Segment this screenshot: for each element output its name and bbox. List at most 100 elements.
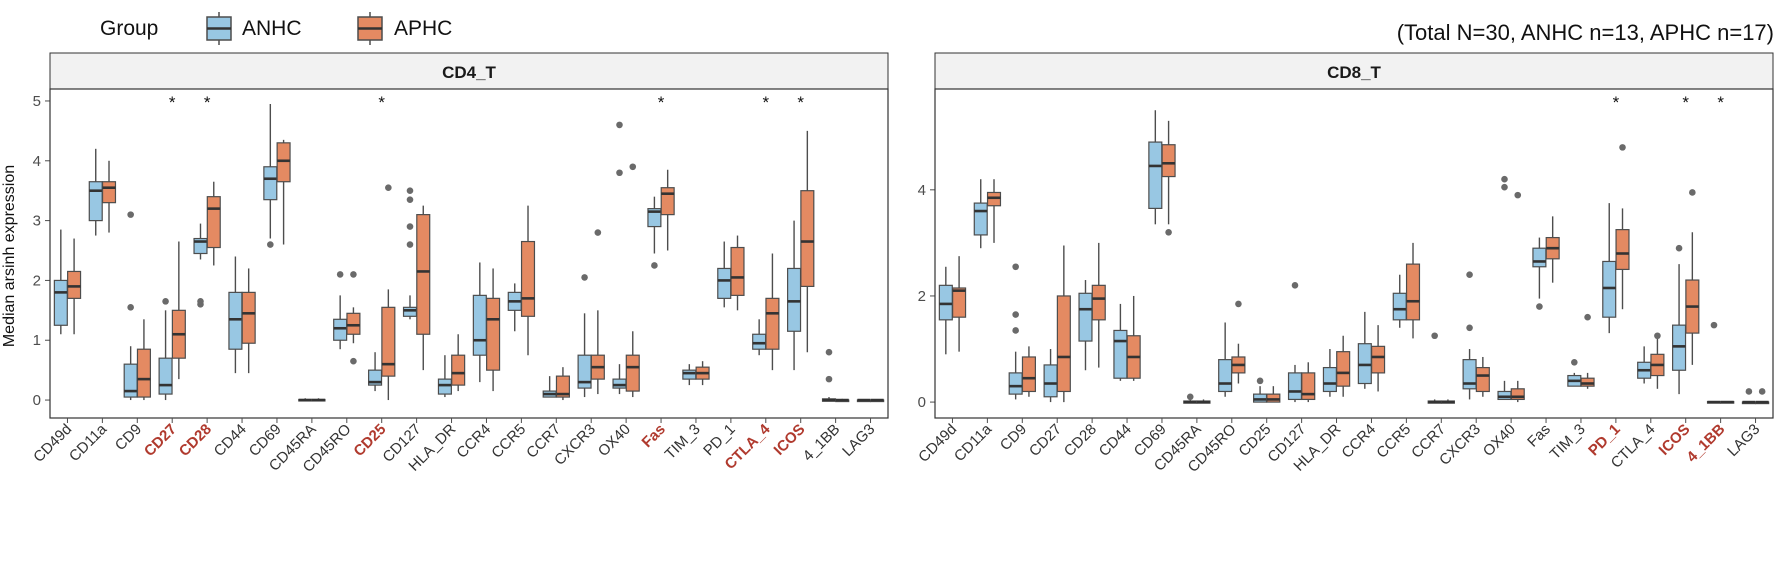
panel-cd8-t-box-ctla-4-aphc [1650,332,1665,389]
panel-cd8-t-box-fas-aphc [1545,216,1560,283]
iqr-box [241,291,256,344]
panel-cd8-t-category-label-cd44: CD44 [1096,421,1135,460]
panel-cd4-t-box-ccr4-aphc [486,268,501,392]
panel-cd4-t-category-label-ccr5: CCR5 [488,421,529,462]
outlier-point [1571,358,1578,366]
iqr-box [1008,372,1023,395]
iqr-box [333,318,348,341]
iqr-box [612,378,627,389]
iqr-box [158,357,173,395]
iqr-box [136,348,151,398]
panel-cd8-t-box-cd45ro-anhc [1218,322,1233,397]
iqr-box [1148,141,1163,209]
panel-cd8-strip [934,52,1774,90]
panel-cd4-t-box-cd127-aphc [416,205,431,371]
panel-cd8-t-significance-star: * [1682,93,1689,112]
iqr-box [752,333,767,350]
panel-cd8-t-box-ccr4-anhc [1357,311,1372,389]
panel-cd8-t-box-pd-1-anhc [1602,203,1617,334]
iqr-box [625,354,640,392]
iqr-box [1497,390,1512,401]
panel-cd4-t-ytick-label: 5 [33,93,41,110]
panel-cd4-t-box-cd28-anhc [193,223,208,308]
panel-cd8-t-box-cd11a-anhc [973,179,988,249]
iqr-box [1615,229,1630,271]
panel-cd8-t-box-cd9-aphc [1021,346,1036,397]
legend-key-aphc [357,12,383,45]
iqr-box [402,306,418,317]
outlier-point [1012,263,1019,271]
outlier-point [1165,228,1172,236]
outlier-point [385,184,392,191]
panel-cd8-t-category-label-ox40: OX40 [1480,421,1519,460]
panel-cd8-t-significance-star: * [1717,93,1724,112]
panel-cd4-t-box-ccr5-aphc [520,205,536,356]
iqr-box [682,369,697,380]
panel-cd8-t-box-cd69-aphc [1161,120,1176,236]
iqr-box [973,202,988,236]
iqr-box [263,166,278,201]
iqr-box [1078,292,1093,342]
outlier-point [406,187,414,194]
panel-cd8-t-box-cxcr3-aphc [1475,356,1490,397]
panel-cd4-t-category-label-ox40: OX40 [595,421,634,460]
outlier-point [825,375,833,383]
panel-cd8-t-box-ccr4-aphc [1371,325,1386,392]
panel-cd4-t-box-fas-anhc [647,196,662,269]
panel-cd4-t-box-cd69-anhc [263,103,278,248]
iqr-box [1475,366,1490,393]
panel-cd4-t-box-ox40-aphc [625,163,640,398]
iqr-box [717,267,732,299]
panel-cd4-t-box-cd44-aphc [241,268,256,374]
panel-cd4-t-box-4-1bb-anhc [821,348,837,402]
iqr-box [472,294,487,356]
panel-cd8-t-box-hla-dr-anhc [1322,349,1337,397]
outlier-point [1431,332,1438,340]
panel-cd4-t-box-fas-aphc [660,169,675,251]
outlier-point [406,196,414,203]
panel-cd4-t-ytick-label: 2 [33,272,41,289]
panel-cd8-t-category-label-cd49d: CD49d [915,421,960,466]
outlier-point [825,348,833,356]
outlier-point [350,271,357,278]
outlier-point [1256,377,1264,385]
panel-cd8-t-category-label-fas: Fas [1524,421,1554,451]
outlier-point [1012,327,1019,334]
outlier-point [629,163,637,171]
iqr-box [276,142,291,183]
panel-cd4-t-box-cd127-anhc [402,187,418,320]
iqr-box [1580,377,1595,387]
panel-cd4-t-background [50,89,888,418]
panel-cd4-t-box-cd45ro-aphc [346,271,361,365]
panel-cd8-t-box-cd27-anhc [1043,349,1058,403]
panel-cd4-t-box-cd11a-aphc [101,160,117,233]
panel-cd8-t-box-cd49d-aphc [952,256,967,352]
panel-cd4-t-box-cd69-aphc [276,139,291,245]
panel-cd8-t-significance-star: * [1613,93,1620,112]
panel-cd4-t-box-cd25-anhc [368,352,383,392]
panel-cd4-t-ytick-label: 1 [33,332,41,349]
iqr-box [1672,324,1687,371]
outlier-point [1619,144,1626,151]
panel-cd8-t-box-cd11a-aphc [986,179,1002,243]
panel-cd8-t-category-label-cd27: CD27 [1026,421,1065,460]
outlier-point [1536,303,1543,310]
panel-cd4-t-ytick-label: 0 [33,392,41,409]
panel-cd8-t-box-cd27-aphc [1056,245,1071,403]
outlier-point [406,223,414,230]
panel-cd4-title: CD4_T [442,63,496,82]
iqr-box [787,267,802,332]
iqr-box [800,190,815,287]
panel-cd4-t-box-cd45ra-aphc [311,398,326,402]
panel-cd4-t-box-hla-dr-aphc [451,334,466,392]
outlier-point [336,271,344,278]
panel-cd4-t-box-cd25-aphc [381,184,396,401]
panel-cd8-t-box-cd127-aphc [1301,362,1316,403]
panel-cd8-t-box-cd28-aphc [1091,242,1106,368]
panel-cd4-t-category-label-tim-3: TIM_3 [662,421,704,463]
panel-cd4-t-box-lag3-anhc [856,398,871,403]
panel-cd8-t-box-ox40-anhc [1497,175,1512,401]
